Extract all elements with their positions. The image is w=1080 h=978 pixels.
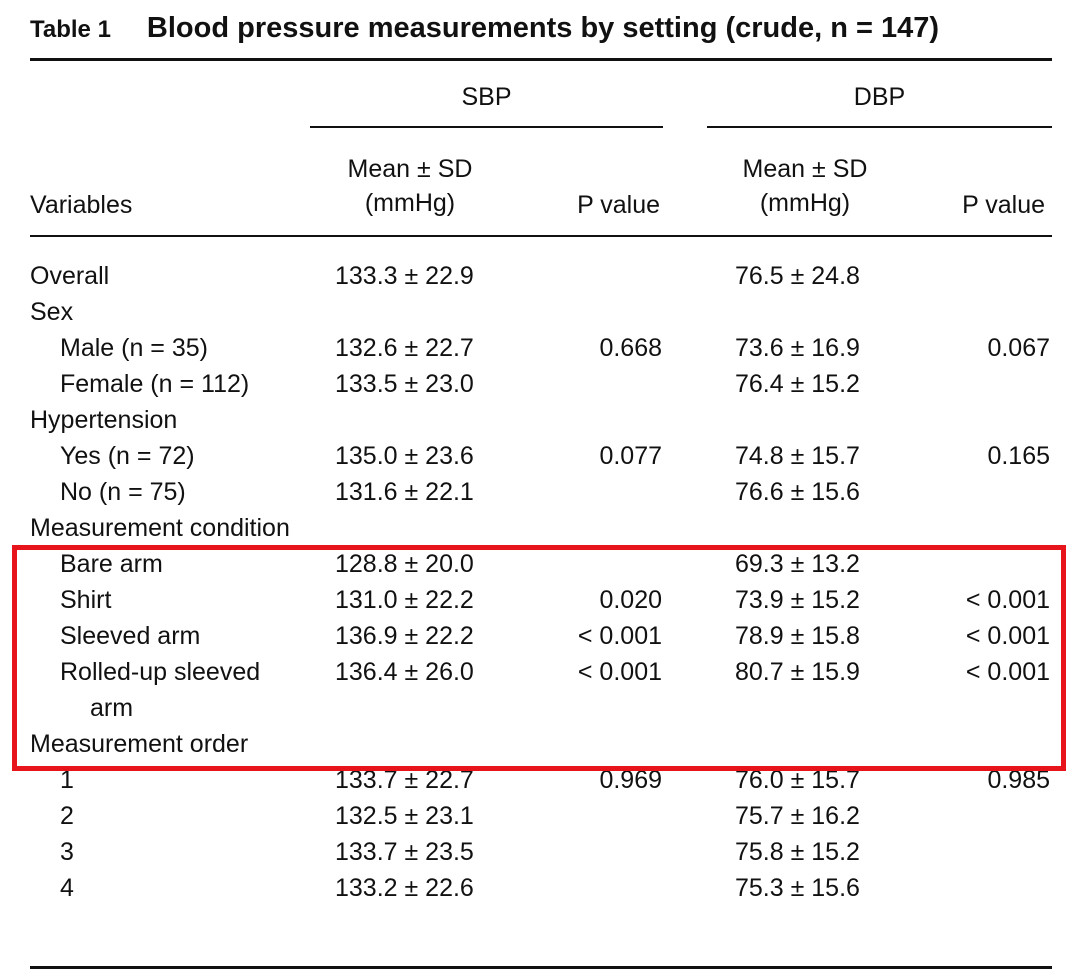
column-header: Mean ± SD (mmHg) xyxy=(742,155,868,217)
row-label: Yes (n = 72) xyxy=(60,442,195,470)
sbp-p-value: < 0.001 xyxy=(577,622,662,650)
row-label: 3 xyxy=(60,838,74,866)
section-label: Overall xyxy=(30,262,110,290)
section-label: Measurement condition xyxy=(30,514,290,542)
dbp-mean: 76.5 ± 24.8 xyxy=(735,262,860,290)
sbp-mean: 131.6 ± 22.1 xyxy=(335,478,474,506)
header-rule xyxy=(30,235,1052,237)
sbp-mean: 132.6 ± 22.7 xyxy=(335,334,474,362)
sbp-mean: 133.5 ± 23.0 xyxy=(335,370,474,398)
row-label: Female (n = 112) xyxy=(60,370,250,398)
group-header: SBP xyxy=(461,83,512,111)
table-row: 2 132.5 ± 23.1 75.7 ± 16.2 xyxy=(0,798,1080,834)
sbp-mean: 136.9 ± 22.2 xyxy=(335,622,474,650)
column-header: Variables xyxy=(30,191,133,219)
group-rule xyxy=(707,126,1052,128)
table-row: Sleeved arm 136.9 ± 22.2 < 0.001 78.9 ± 15.… xyxy=(0,618,1080,654)
section-label: Hypertension xyxy=(30,406,178,434)
group-rule xyxy=(310,126,663,128)
sbp-mean: 133.7 ± 23.5 xyxy=(335,838,474,866)
sbp-p-value: 0.668 xyxy=(599,334,662,362)
section-row: Overall 133.3 ± 22.9 76.5 ± 24.8 xyxy=(0,258,1080,294)
column-header: P value xyxy=(962,191,1045,219)
section-row: Sex xyxy=(0,294,1080,330)
bottom-rule xyxy=(30,966,1052,969)
table-row: Bare arm 128.8 ± 20.0 69.3 ± 13.2 xyxy=(0,546,1080,582)
section-row: Hypertension xyxy=(0,402,1080,438)
table-row: 4 133.2 ± 22.6 75.3 ± 15.6 xyxy=(0,870,1080,906)
section-label: Measurement order xyxy=(30,730,249,758)
section-row: Measurement order xyxy=(0,726,1080,762)
dbp-mean: 78.9 ± 15.8 xyxy=(735,622,860,650)
sbp-mean: 132.5 ± 23.1 xyxy=(335,802,474,830)
dbp-mean: 75.8 ± 15.2 xyxy=(735,838,860,866)
section-label: Sex xyxy=(30,298,74,326)
top-rule xyxy=(30,58,1052,61)
row-label: 2 xyxy=(60,802,74,830)
table-title: Table 1 Blood pressure measurements by se… xyxy=(30,12,939,45)
column-header: P value xyxy=(577,191,660,219)
sbp-mean: 131.0 ± 22.2 xyxy=(335,586,474,614)
dbp-mean: 80.7 ± 15.9 xyxy=(735,658,860,686)
table-row: Yes (n = 72) 135.0 ± 23.6 0.077 74.8 ± 15.7… xyxy=(0,438,1080,474)
sbp-mean: 133.2 ± 22.6 xyxy=(335,874,474,902)
table-row: No (n = 75) 131.6 ± 22.1 76.6 ± 15.6 xyxy=(0,474,1080,510)
highlight-box xyxy=(12,545,1066,771)
dbp-p-value: < 0.001 xyxy=(965,622,1050,650)
sbp-mean: 136.4 ± 26.0 xyxy=(335,658,474,686)
sbp-p-value: 0.020 xyxy=(599,586,662,614)
row-label: No (n = 75) xyxy=(60,478,186,506)
table-row: Male (n = 35) 132.6 ± 22.7 0.668 73.6 ± 16.… xyxy=(0,330,1080,366)
sbp-p-value: < 0.001 xyxy=(577,658,662,686)
table-row: 3 133.7 ± 23.5 75.8 ± 15.2 xyxy=(0,834,1080,870)
title-text: Blood pressure measurements by setting (… xyxy=(146,12,940,44)
table-row: Shirt 131.0 ± 22.2 0.020 73.9 ± 15.2 < 0.001 xyxy=(0,582,1080,618)
table-row: Rolled-up sleeved arm 136.4 ± 26.0 < 0.001… xyxy=(0,654,1080,726)
column-header: Mean ± SD (mmHg) xyxy=(347,155,473,217)
row-label: Rolled-up sleeved arm xyxy=(60,658,261,722)
sbp-p-value: 0.077 xyxy=(599,442,662,470)
dbp-p-value: 0.067 xyxy=(987,334,1050,362)
dbp-mean: 75.3 ± 15.6 xyxy=(735,874,860,902)
dbp-mean: 73.6 ± 16.9 xyxy=(735,334,860,362)
row-label: 4 xyxy=(60,874,74,902)
sbp-mean: 133.3 ± 22.9 xyxy=(335,262,474,290)
dbp-mean: 75.7 ± 16.2 xyxy=(735,802,860,830)
group-header: DBP xyxy=(853,83,906,111)
sbp-mean: 128.8 ± 20.0 xyxy=(335,550,474,578)
row-label: Bare arm xyxy=(60,550,163,578)
row-label: Male (n = 35) xyxy=(60,334,208,362)
dbp-mean: 74.8 ± 15.7 xyxy=(735,442,860,470)
table-number: Table 1 xyxy=(30,16,111,43)
table-row: Female (n = 112) 133.5 ± 23.0 76.4 ± 15.2 xyxy=(0,366,1080,402)
dbp-mean: 76.4 ± 15.2 xyxy=(735,370,860,398)
dbp-p-value: < 0.001 xyxy=(965,658,1050,686)
row-label: Shirt xyxy=(60,586,112,614)
sbp-mean: 135.0 ± 23.6 xyxy=(335,442,474,470)
dbp-p-value: < 0.001 xyxy=(965,586,1050,614)
row-label: 1 xyxy=(60,766,74,794)
section-row: Measurement condition xyxy=(0,510,1080,546)
dbp-mean: 69.3 ± 13.2 xyxy=(735,550,860,578)
dbp-mean: 73.9 ± 15.2 xyxy=(735,586,860,614)
dbp-p-value: 0.165 xyxy=(987,442,1050,470)
row-label: Sleeved arm xyxy=(60,622,201,650)
dbp-mean: 76.6 ± 15.6 xyxy=(735,478,860,506)
